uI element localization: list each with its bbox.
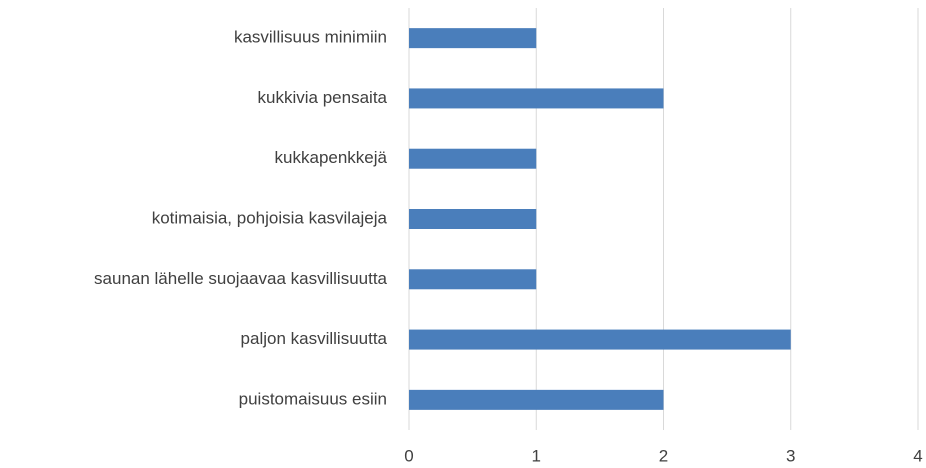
y-tick-label: kasvillisuus minimiin [234,28,387,47]
y-tick-label: kotimaisia, pohjoisia kasvilajeja [152,208,388,227]
y-tick-label: kukkivia pensaita [258,88,388,107]
x-tick-label: 4 [913,446,922,465]
y-tick-label: paljon kasvillisuutta [241,329,388,348]
bar [409,389,664,410]
bar [409,28,537,49]
x-tick-label: 1 [532,446,541,465]
y-tick-label: puistomaisuus esiin [239,389,387,408]
x-tick-label: 0 [404,446,413,465]
bar [409,88,664,109]
y-tick-label: kukkapenkkejä [275,148,388,167]
x-tick-label: 2 [659,446,668,465]
y-tick-label: saunan lähelle suojaavaa kasvillisuutta [94,269,388,288]
bar [409,148,537,169]
bar [409,329,791,350]
bar [409,209,537,229]
bar [409,269,537,290]
x-tick-label: 3 [786,446,795,465]
